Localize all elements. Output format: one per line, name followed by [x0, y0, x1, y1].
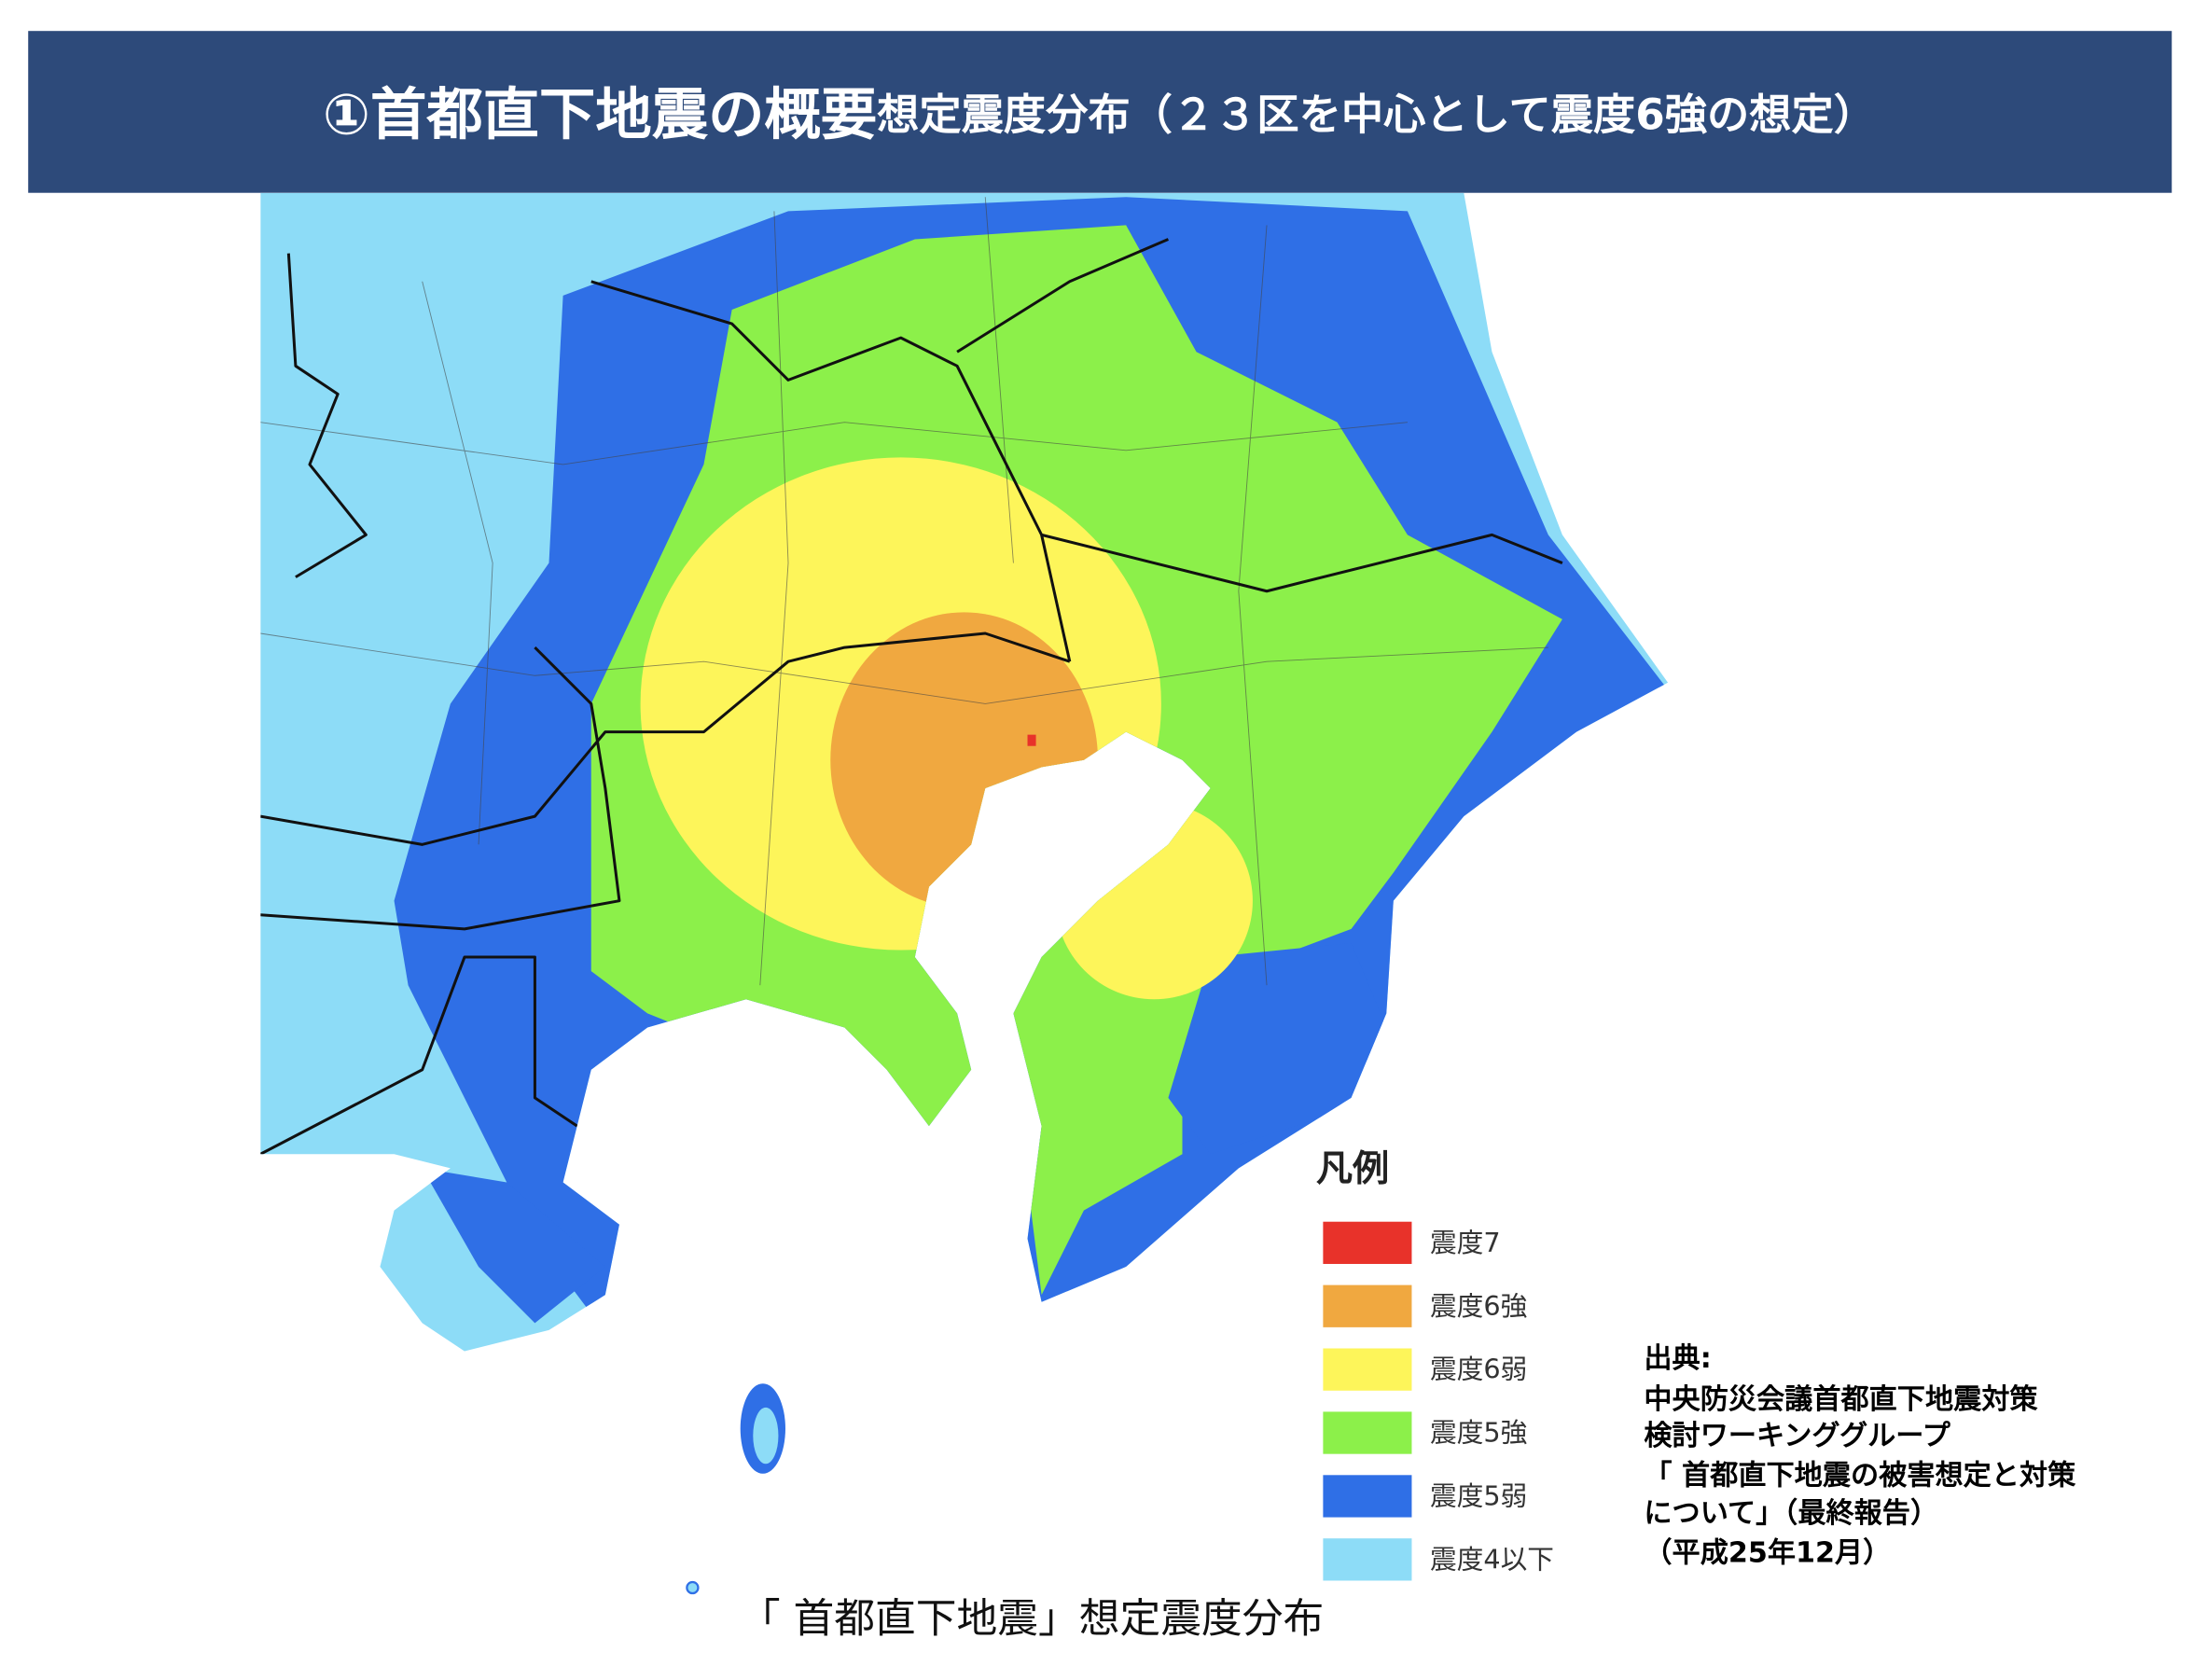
source-line: について」（最終報告） — [1644, 1497, 1938, 1530]
header-bar — [28, 31, 2172, 193]
map-caption: 「 首都直下地震」想定震度分布 — [740, 1595, 1324, 1643]
legend-swatch — [1323, 1284, 1412, 1327]
legend-swatch — [1323, 1475, 1412, 1518]
legend-title: 凡例 — [1316, 1148, 1389, 1190]
small-island — [686, 1580, 700, 1595]
legend-label: 震度6強 — [1430, 1290, 1528, 1322]
legend-swatch — [1323, 1348, 1412, 1391]
legend-swatch — [1323, 1411, 1412, 1454]
municipal-borders — [260, 197, 1548, 986]
prefecture-borders — [260, 238, 1563, 1156]
legend-swatch — [1323, 1538, 1412, 1581]
source-line: （平成25年12月） — [1644, 1536, 1891, 1569]
title-sub: 想定震度分布（２３区を中心として震度6強の想定） — [877, 90, 1876, 140]
title-main: ①首都直下地震の概要 — [323, 82, 877, 147]
legend-label: 震度6弱 — [1430, 1354, 1527, 1385]
legend-swatch — [1323, 1221, 1412, 1264]
zone-7 — [1027, 734, 1036, 746]
zone-6-lower — [1055, 802, 1253, 1000]
source-line: 「 首都直下地震の被害想定と対策 — [1644, 1459, 2076, 1492]
zone-5-lower — [1168, 942, 1387, 1155]
header-title: ①首都直下地震の概要想定震度分布（２３区を中心として震度6強の想定） — [323, 82, 1876, 147]
source-line: 検討ワーキンググループ — [1644, 1420, 1950, 1452]
intensity-map — [260, 192, 1669, 1352]
legend-label: 震度4以下 — [1430, 1543, 1554, 1575]
source-line: 中央防災会議首都直下地震対策 — [1644, 1383, 2038, 1416]
oshima-island-inner — [753, 1407, 779, 1465]
legend-label: 震度5強 — [1430, 1417, 1528, 1449]
source-line: 出典: — [1644, 1342, 1711, 1375]
legend-label: 震度5弱 — [1430, 1479, 1527, 1511]
zone-5-lower — [422, 1168, 605, 1324]
legend-label: 震度7 — [1430, 1227, 1501, 1258]
